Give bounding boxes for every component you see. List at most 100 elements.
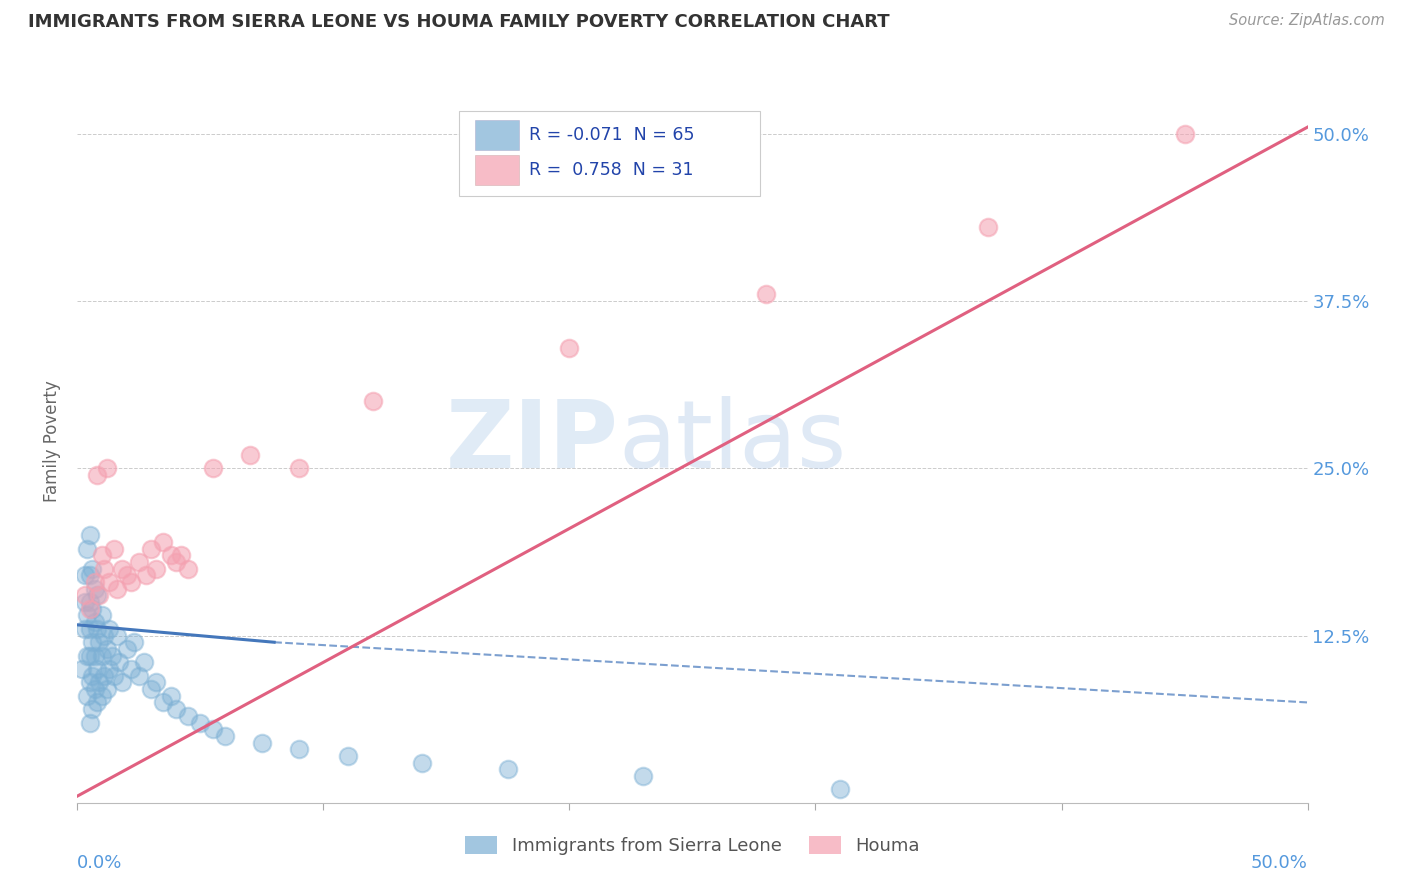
Point (70, 662, 93, 676)
Point (128, 555, 150, 569)
Point (361, 394, 384, 409)
Point (89, 635, 111, 649)
Point (105, 628, 128, 642)
Point (79, 675, 101, 690)
Point (1174, 127, 1197, 141)
Point (96, 681, 118, 696)
Point (86, 467, 108, 482)
Point (411, 756, 433, 770)
Point (82, 562, 104, 576)
Point (337, 749, 360, 764)
Text: ZIP: ZIP (446, 395, 619, 488)
FancyBboxPatch shape (475, 120, 519, 151)
Point (108, 655, 131, 669)
Point (98, 575, 121, 590)
Point (121, 662, 143, 676)
Point (128, 669, 150, 683)
Point (83, 582, 105, 596)
Point (79, 622, 101, 636)
Point (288, 742, 311, 756)
Text: 0.0%: 0.0% (77, 854, 122, 871)
Point (160, 689, 183, 703)
Point (82, 702, 104, 716)
Point (122, 635, 145, 649)
Point (141, 681, 163, 696)
Point (496, 762, 519, 776)
Point (90, 548, 114, 563)
Point (96, 642, 118, 657)
Point (188, 715, 212, 730)
Legend: Immigrants from Sierra Leone, Houma: Immigrants from Sierra Leone, Houma (457, 830, 928, 863)
Point (73, 568, 96, 582)
Text: R = -0.071  N = 65: R = -0.071 N = 65 (529, 126, 695, 145)
Point (76, 648, 98, 663)
Point (101, 648, 124, 663)
Point (83, 615, 105, 630)
Point (93, 562, 115, 576)
Point (103, 669, 125, 683)
Point (79, 595, 101, 609)
Point (86, 662, 108, 676)
Point (83, 575, 105, 590)
Point (152, 534, 174, 549)
Point (86, 589, 108, 603)
Text: 50.0%: 50.0% (1251, 854, 1308, 871)
Point (165, 555, 187, 569)
Point (73, 622, 96, 636)
Point (201, 461, 224, 475)
Point (79, 568, 101, 582)
Point (82, 602, 104, 616)
Point (82, 635, 104, 649)
Point (76, 541, 98, 556)
Point (135, 568, 157, 582)
Point (558, 341, 581, 355)
Point (239, 448, 262, 462)
Point (89, 589, 111, 603)
FancyBboxPatch shape (475, 154, 519, 185)
Point (79, 648, 101, 663)
Point (73, 589, 96, 603)
Point (76, 689, 98, 703)
Point (73, 595, 96, 609)
Point (165, 702, 187, 716)
Point (201, 723, 224, 737)
Text: atlas: atlas (619, 395, 846, 488)
Point (160, 548, 183, 563)
Point (755, 287, 778, 301)
Y-axis label: Family Poverty: Family Poverty (44, 381, 62, 502)
Point (111, 562, 132, 576)
Point (86, 696, 108, 710)
Point (145, 562, 167, 576)
Point (98, 622, 121, 636)
Point (115, 568, 138, 582)
Point (82, 669, 104, 683)
Point (83, 648, 105, 663)
Point (145, 675, 167, 690)
Point (121, 575, 143, 590)
Point (79, 715, 101, 730)
Point (288, 461, 311, 475)
Point (90, 608, 114, 623)
Point (132, 655, 155, 669)
Point (111, 675, 132, 690)
Point (115, 642, 138, 657)
Point (93, 628, 115, 642)
Point (250, 735, 273, 749)
Point (90, 648, 114, 663)
Point (93, 669, 115, 683)
Point (214, 729, 236, 743)
Point (977, 220, 1000, 235)
Point (141, 541, 163, 556)
Point (152, 696, 174, 710)
Point (96, 461, 118, 475)
Point (79, 528, 101, 542)
Point (830, 782, 852, 797)
Text: IMMIGRANTS FROM SIERRA LEONE VS HOUMA FAMILY POVERTY CORRELATION CHART: IMMIGRANTS FROM SIERRA LEONE VS HOUMA FA… (28, 13, 890, 31)
Point (98, 662, 121, 676)
Point (177, 708, 200, 723)
Point (170, 548, 193, 563)
Point (633, 769, 655, 783)
Point (79, 602, 101, 616)
Point (83, 681, 105, 696)
Point (103, 541, 125, 556)
